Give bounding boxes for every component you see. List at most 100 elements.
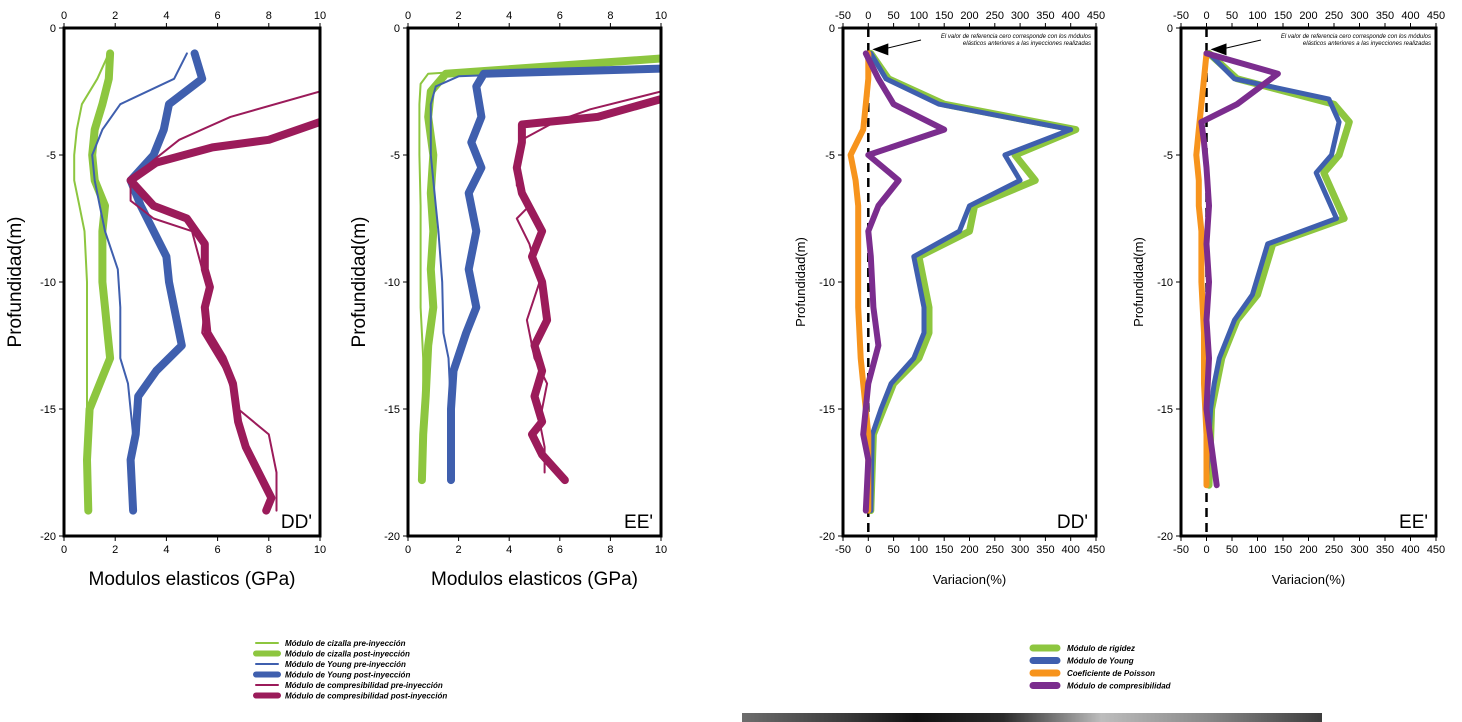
legend-label: Módulo de rigidez (1067, 644, 1135, 653)
y-tick-label: -5 (1163, 150, 1173, 162)
legend-label: Módulo de cizalla post-inyección (285, 650, 410, 659)
x-tick-label-top: -50 (835, 10, 851, 22)
x-tick-label-bottom: 450 (1087, 544, 1105, 556)
series-line-1 (73, 52, 110, 512)
x-tick-label-bottom: 8 (266, 544, 272, 556)
x-tick-label-bottom: -50 (835, 544, 851, 556)
section-label: EE' (1399, 512, 1428, 533)
x-tick-label-top: 2 (112, 10, 118, 22)
x-axis-label: Modulos elasticos (GPa) (431, 569, 638, 590)
x-axis-label: Modulos elasticos (GPa) (89, 569, 296, 590)
annotation-arrowhead (872, 43, 889, 56)
annotation-line: elásticos anteriores a las inyecciones r… (963, 41, 1091, 47)
x-tick-label-top: 50 (1226, 10, 1238, 22)
series-line-3 (1193, 50, 1210, 489)
x-tick-label-top: 300 (1350, 10, 1368, 22)
series-line-3 (91, 52, 188, 512)
x-tick-label-top: 200 (960, 10, 978, 22)
series-group (1193, 28, 1353, 536)
y-tick-label: -10 (40, 277, 56, 289)
x-tick-label-top: 8 (266, 10, 272, 22)
x-tick-label-bottom: 0 (1203, 544, 1209, 556)
y-tick-label: -15 (819, 404, 835, 416)
x-tick-label-bottom: 100 (910, 544, 928, 556)
series-group (847, 28, 1080, 536)
x-tick-label-top: 200 (1299, 10, 1317, 22)
annotation-arrow-shaft (1220, 39, 1262, 50)
x-tick-label-bottom: 4 (163, 544, 169, 556)
x-tick-label-top: 0 (865, 10, 871, 22)
y-tick-label: -10 (819, 277, 835, 289)
x-tick-label-top: 0 (61, 10, 67, 22)
x-tick-label-bottom: 300 (1011, 544, 1029, 556)
annotation-line: El valor de referencia cero corresponde … (941, 34, 1091, 40)
legend-label: Módulo de Young pre-inyección (285, 660, 406, 669)
x-tick-label-bottom: 300 (1350, 544, 1368, 556)
x-tick-label-top: 4 (163, 10, 169, 22)
x-tick-label-bottom: 50 (887, 544, 899, 556)
section-label: DD' (1057, 512, 1088, 533)
x-tick-label-bottom: 200 (1299, 544, 1317, 556)
y-tick-label: -20 (1157, 531, 1173, 543)
x-axis-label: Variacion(%) (933, 572, 1006, 587)
x-tick-label-bottom: 4 (506, 544, 512, 556)
chart-panel-3: -50-500050501001001501502002002502503003… (793, 10, 1105, 587)
x-tick-label-bottom: 6 (557, 544, 563, 556)
x-tick-label-bottom: 10 (314, 544, 326, 556)
y-tick-label: -5 (46, 150, 56, 162)
y-tick-label: -5 (390, 150, 400, 162)
x-tick-label-top: 2 (456, 10, 462, 22)
series-group (417, 54, 661, 485)
x-tick-label-top: 350 (1036, 10, 1054, 22)
plot-frame (841, 26, 1098, 538)
x-tick-label-top: -50 (1173, 10, 1189, 22)
y-axis-label: Profundidad(m) (5, 217, 26, 348)
series-line-6 (126, 118, 320, 515)
x-tick-label-top: 450 (1427, 10, 1445, 22)
x-tick-label-bottom: 400 (1401, 544, 1419, 556)
x-tick-label-top: 0 (1203, 10, 1209, 22)
y-tick-label: 0 (1167, 23, 1173, 35)
plot-frame (406, 26, 663, 538)
series-line-6 (512, 95, 661, 485)
x-tick-label-top: 250 (986, 10, 1004, 22)
x-tick-label-bottom: 6 (215, 544, 221, 556)
x-tick-label-top: 0 (405, 10, 411, 22)
y-axis-label: Profundidad(m) (793, 237, 808, 327)
x-tick-label-top: 300 (1011, 10, 1029, 22)
y-tick-label: -15 (1157, 404, 1173, 416)
section-label: EE' (624, 512, 653, 533)
legend-label: Coeficiente de Poisson (1067, 669, 1155, 678)
y-tick-label: -10 (384, 277, 400, 289)
legend-label: Módulo de Young (1067, 657, 1134, 666)
x-tick-label-bottom: 50 (1226, 544, 1238, 556)
legend-label: Módulo de Young post-inyección (285, 671, 410, 680)
series-line-2 (417, 54, 661, 485)
x-tick-label-bottom: 150 (935, 544, 953, 556)
x-tick-label-bottom: -50 (1173, 544, 1189, 556)
x-tick-label-bottom: 350 (1036, 544, 1054, 556)
series-line-5 (129, 90, 320, 512)
legend-variation: Módulo de rigidez Módulo de Young Coeficie… (1029, 644, 1172, 691)
x-tick-label-bottom: 150 (1274, 544, 1292, 556)
legend-label: Módulo de compresibilidad (1067, 682, 1172, 691)
chart-panel-4: -50-500050501001001501502002002502503003… (1131, 10, 1445, 587)
x-tick-label-bottom: 400 (1062, 544, 1080, 556)
series-line-4 (126, 49, 207, 515)
x-tick-label-top: 100 (910, 10, 928, 22)
series-line-2 (83, 49, 115, 515)
series-line-3 (429, 67, 661, 482)
y-tick-label: -5 (825, 150, 835, 162)
series-line-4 (447, 64, 661, 485)
x-tick-label-top: 8 (607, 10, 613, 22)
y-tick-label: 0 (394, 23, 400, 35)
x-tick-label-bottom: 200 (960, 544, 978, 556)
x-axis-label: Variacion(%) (1272, 572, 1345, 587)
y-tick-label: -20 (819, 531, 835, 543)
x-tick-label-bottom: 0 (865, 544, 871, 556)
x-tick-label-top: 150 (935, 10, 953, 22)
y-tick-label: -20 (384, 531, 400, 543)
x-tick-label-bottom: 250 (986, 544, 1004, 556)
x-tick-label-top: 4 (506, 10, 512, 22)
